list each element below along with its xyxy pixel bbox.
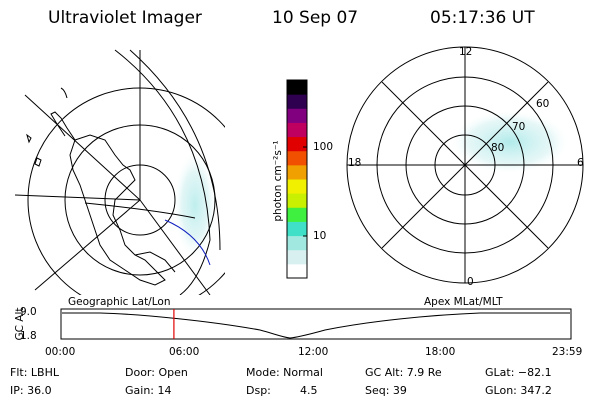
polar-mlt-panel xyxy=(346,46,584,284)
aurora-emission-polar xyxy=(450,110,570,174)
colorbar-tick-100: 100 xyxy=(313,141,334,153)
altitude-curve xyxy=(62,312,570,339)
alt-tick-max: 9.0 xyxy=(20,306,37,318)
dsp-value: 4.5 xyxy=(300,384,318,397)
colorbar-segment xyxy=(287,150,307,166)
island-outline xyxy=(26,133,32,144)
colorbar-segment xyxy=(287,80,307,95)
colorbar-segment xyxy=(287,249,307,265)
time-tick-2359: 23:59 xyxy=(552,346,583,358)
ip-info: IP: 36.0 xyxy=(10,384,52,397)
meridian xyxy=(24,94,141,201)
island-outline xyxy=(34,157,42,167)
date-label: 10 Sep 07 xyxy=(272,8,359,28)
colorbar-segment xyxy=(287,235,307,251)
colorbar-segment xyxy=(287,221,307,237)
meridian xyxy=(139,199,211,295)
colorbar-segment xyxy=(287,193,307,208)
colorbar xyxy=(286,79,308,279)
geographic-image-panel xyxy=(15,49,225,295)
colorbar-segment xyxy=(287,94,307,109)
time-tick-0600: 06:00 xyxy=(169,346,200,358)
altitude-plot xyxy=(60,308,572,340)
track-line-blue xyxy=(164,219,211,266)
door-info: Door: Open xyxy=(125,366,188,379)
aurora-emission-geo xyxy=(173,150,217,260)
time-label: 05:17:36 UT xyxy=(430,8,535,28)
colorbar-segment xyxy=(287,207,307,222)
colorbar-tick-10: 10 xyxy=(313,230,327,242)
gc-alt-info: GC Alt: 7.9 Re xyxy=(365,366,442,379)
colorbar-segment xyxy=(287,164,307,180)
mlt-label-6: 6 xyxy=(577,157,584,169)
dsp-label: Dsp: xyxy=(246,384,271,397)
alt-tick-min: 1.8 xyxy=(20,330,37,342)
mode-info: Mode: Normal xyxy=(246,366,323,379)
swath-arc xyxy=(129,49,221,251)
mlt-label-0: 0 xyxy=(467,276,474,288)
mlat-label-80: 80 xyxy=(491,142,505,154)
peninsula-outline xyxy=(50,111,76,141)
swath-arc xyxy=(114,49,211,295)
colorbar-segment xyxy=(287,179,307,194)
filter-info: Flt: LBHL xyxy=(10,366,59,379)
meridian xyxy=(15,194,141,201)
colorbar-segment xyxy=(287,136,307,152)
mlat-label-70: 70 xyxy=(512,121,526,133)
seq-info: Seq: 39 xyxy=(365,384,407,397)
time-tick-1200: 12:00 xyxy=(298,346,329,358)
continent-outline xyxy=(69,134,166,286)
geo-panel-caption: Geographic Lat/Lon xyxy=(68,296,171,308)
colorbar-segment xyxy=(287,122,307,138)
instrument-title: Ultraviolet Imager xyxy=(48,8,202,28)
colorbar-label: photon cm⁻²s⁻¹ xyxy=(272,140,284,222)
track-line xyxy=(84,202,196,219)
time-tick-1800: 18:00 xyxy=(425,346,456,358)
glon-info: GLon: 347.2 xyxy=(485,384,552,397)
gain-info: Gain: 14 xyxy=(125,384,172,397)
mlt-label-18: 18 xyxy=(348,157,362,169)
coast-detail xyxy=(134,251,176,273)
mlat-label-60: 60 xyxy=(536,98,550,110)
colorbar-segment xyxy=(287,263,307,279)
colorbar-segment xyxy=(287,108,307,123)
coast-detail xyxy=(60,87,68,99)
time-tick-0000: 00:00 xyxy=(45,346,76,358)
mlt-label-12: 12 xyxy=(459,46,473,58)
glat-info: GLat: −82.1 xyxy=(485,366,552,379)
polar-panel-caption: Apex MLat/MLT xyxy=(424,296,503,308)
meridian xyxy=(34,199,141,291)
